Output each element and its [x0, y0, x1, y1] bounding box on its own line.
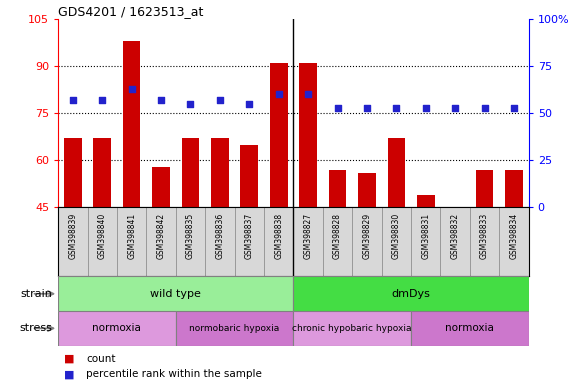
Point [245, 101, 254, 107]
Point [421, 104, 431, 111]
Text: GSM398830: GSM398830 [392, 213, 401, 259]
Bar [123, 41, 141, 207]
Text: GSM398829: GSM398829 [363, 213, 371, 259]
Text: GSM398833: GSM398833 [480, 213, 489, 259]
Text: GSM398838: GSM398838 [274, 213, 283, 259]
Text: wild type: wild type [150, 289, 201, 299]
Text: normobaric hypoxia: normobaric hypoxia [189, 324, 279, 333]
Bar [241, 145, 258, 207]
Text: GSM398835: GSM398835 [186, 213, 195, 259]
Text: GSM398834: GSM398834 [510, 213, 518, 259]
Text: GSM398837: GSM398837 [245, 213, 254, 259]
Text: strain: strain [20, 289, 52, 299]
Text: GSM398832: GSM398832 [451, 213, 460, 259]
Text: dmDys: dmDys [392, 289, 431, 299]
Point [156, 97, 166, 103]
Text: GSM398828: GSM398828 [333, 213, 342, 259]
Bar [446, 207, 464, 210]
Text: GDS4201 / 1623513_at: GDS4201 / 1623513_at [58, 5, 203, 18]
Text: GSM398836: GSM398836 [216, 213, 224, 259]
Point [510, 104, 519, 111]
Point [186, 101, 195, 107]
Point [363, 104, 372, 111]
Bar [152, 167, 170, 207]
Point [450, 104, 460, 111]
Point [392, 104, 401, 111]
Bar [94, 138, 111, 207]
Bar [388, 138, 405, 207]
Bar [293, 311, 411, 346]
Point [215, 97, 224, 103]
Bar [411, 311, 529, 346]
Bar [293, 276, 529, 311]
Point [303, 91, 313, 98]
Text: ■: ■ [64, 354, 74, 364]
Point [68, 97, 77, 103]
Bar [175, 311, 293, 346]
Text: GSM398831: GSM398831 [421, 213, 431, 259]
Bar [476, 170, 493, 207]
Bar [505, 170, 523, 207]
Point [127, 86, 137, 92]
Bar [58, 311, 175, 346]
Text: normoxia: normoxia [446, 323, 494, 333]
Bar [64, 138, 81, 207]
Point [333, 104, 342, 111]
Text: normoxia: normoxia [92, 323, 141, 333]
Bar [417, 195, 435, 207]
Text: GSM398827: GSM398827 [304, 213, 313, 259]
Text: stress: stress [19, 323, 52, 333]
Point [274, 91, 284, 98]
Text: GSM398841: GSM398841 [127, 213, 136, 259]
Bar [182, 138, 199, 207]
Bar [358, 173, 376, 207]
Bar [211, 138, 229, 207]
Text: GSM398840: GSM398840 [98, 213, 107, 259]
Point [480, 104, 489, 111]
Bar [329, 170, 346, 207]
Text: GSM398839: GSM398839 [69, 213, 77, 259]
Text: count: count [86, 354, 116, 364]
Text: percentile rank within the sample: percentile rank within the sample [86, 369, 262, 379]
Bar [299, 63, 317, 207]
Bar [270, 63, 288, 207]
Text: ■: ■ [64, 369, 74, 379]
Bar [58, 276, 293, 311]
Text: chronic hypobaric hypoxia: chronic hypobaric hypoxia [292, 324, 412, 333]
Point [98, 97, 107, 103]
Text: GSM398842: GSM398842 [156, 213, 166, 259]
